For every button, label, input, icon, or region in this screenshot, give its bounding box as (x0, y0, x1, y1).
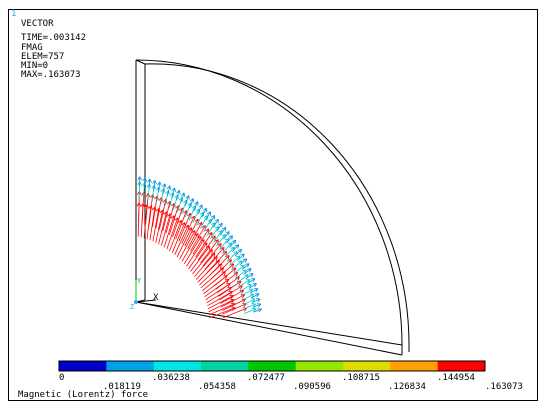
legend-top-label: .108715 (342, 373, 380, 383)
y-axis-label: Y (137, 277, 142, 285)
legend-swatch (390, 361, 438, 371)
legend-swatch (295, 361, 344, 371)
legend-bottom-label: .090596 (293, 382, 331, 392)
legend-swatch (437, 361, 486, 371)
legend-top-label: .144954 (437, 373, 475, 383)
legend-swatch (59, 361, 107, 371)
legend-top-label: 0 (59, 373, 65, 383)
x-axis-label: X (153, 293, 159, 303)
legend-swatch (153, 361, 202, 371)
legend-bottom-label: .163073 (485, 382, 523, 392)
legend-swatch (248, 361, 296, 371)
window-number: 1 (11, 9, 17, 19)
legend-top-label: .072477 (247, 373, 285, 383)
legend-bottom-label: .054358 (198, 382, 236, 392)
elem-label: ELEM=757 (21, 52, 65, 62)
legend-bottom-label: .126834 (388, 382, 426, 392)
legend-bottom-label: .018119 (103, 382, 141, 392)
sector-outline (135, 59, 410, 356)
max-label: MAX=.163073 (21, 70, 81, 80)
plot-caption: Magnetic (Lorentz) force (18, 390, 149, 400)
legend-swatch (106, 361, 154, 371)
legend-top-label: .036238 (152, 373, 190, 383)
legend-swatch (343, 361, 391, 371)
plot-window (8, 9, 538, 401)
z-axis-label: Z (130, 303, 134, 311)
legend-color-bar (58, 360, 486, 372)
axis-triad (134, 280, 157, 304)
force-vectors (136, 176, 262, 319)
item-label: FMAG (21, 43, 43, 53)
time-label: TIME=.003142 (21, 33, 87, 43)
plot-title: VECTOR (21, 19, 54, 29)
legend-swatch (201, 361, 249, 371)
min-label: MIN=0 (21, 61, 49, 71)
